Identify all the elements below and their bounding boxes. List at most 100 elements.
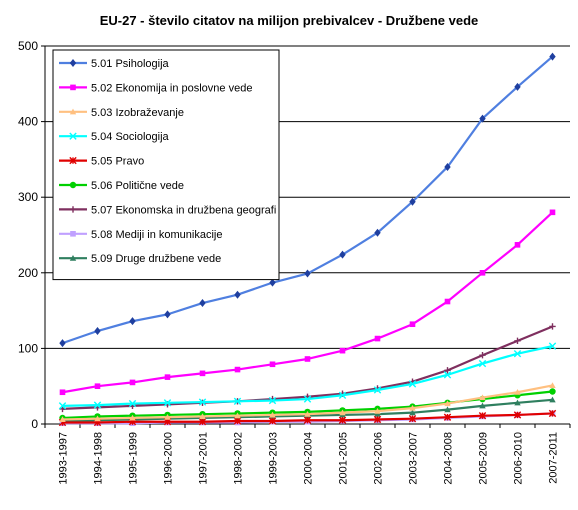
data-point <box>93 401 102 409</box>
data-point <box>409 197 416 206</box>
y-tick-label: 500 <box>18 39 38 53</box>
data-point <box>548 342 557 350</box>
series-4 <box>58 342 557 410</box>
legend-entry: 5.06 Politične vede <box>59 180 184 192</box>
data-point <box>129 414 136 421</box>
data-point <box>199 413 206 419</box>
legend-label: 5.02 Ekonomija in poslovne vede <box>91 82 252 94</box>
data-point <box>444 298 451 305</box>
data-point <box>234 412 241 419</box>
legend-marker <box>69 132 77 140</box>
data-point <box>338 391 347 399</box>
data-point <box>374 335 381 342</box>
x-tick-label: 1998-2002 <box>233 432 245 485</box>
data-point <box>444 367 451 374</box>
data-point <box>163 399 172 407</box>
legend-entry: 5.03 Izobraževanje <box>59 107 184 119</box>
data-point <box>409 321 416 328</box>
data-point <box>129 379 136 386</box>
series-5 <box>58 409 557 427</box>
data-point <box>304 410 311 417</box>
legend-label: 5.01 Psihologija <box>91 58 170 70</box>
data-point <box>513 411 522 419</box>
data-point <box>549 209 556 216</box>
data-point <box>409 409 416 416</box>
x-tick-label: 2007-2011 <box>548 432 560 484</box>
x-tick-label: 2001-2005 <box>338 432 350 485</box>
data-point <box>94 383 101 389</box>
data-point <box>514 82 521 91</box>
legend-label: 5.08 Mediji in komunikacije <box>91 229 222 241</box>
x-tick-label: 2000-2004 <box>303 432 315 485</box>
x-tick-label: 1996-2000 <box>163 432 175 485</box>
x-tick-label: 1993-1997 <box>58 432 70 485</box>
data-point <box>338 416 347 424</box>
data-point <box>269 278 276 287</box>
data-point <box>373 386 382 394</box>
data-point <box>198 418 207 426</box>
data-point <box>233 397 242 406</box>
data-point <box>549 388 556 395</box>
data-point <box>549 52 556 61</box>
data-point <box>199 370 206 377</box>
data-point <box>409 404 416 411</box>
legend-marker <box>69 255 77 261</box>
data-point <box>374 228 381 237</box>
data-point <box>269 411 276 418</box>
x-tick-label: 2003-2007 <box>408 432 420 485</box>
data-point <box>549 323 556 330</box>
y-tick-label: 100 <box>18 341 38 355</box>
data-point <box>514 399 521 406</box>
legend-entry: 5.09 Druge družbene vede <box>59 253 221 265</box>
data-point <box>408 380 417 388</box>
data-point <box>303 395 312 403</box>
data-point <box>513 349 522 358</box>
data-point <box>198 398 207 406</box>
x-tick-label: 2005-2009 <box>478 432 490 485</box>
data-point <box>549 396 556 403</box>
data-point <box>443 413 452 421</box>
legend-label: 5.09 Druge družbene vede <box>91 253 221 265</box>
data-point <box>548 409 557 418</box>
x-tick-label: 1997-2001 <box>198 432 210 485</box>
y-tick-label: 0 <box>31 417 38 431</box>
series-1 <box>59 52 556 348</box>
data-point <box>233 417 242 425</box>
data-point <box>443 371 452 379</box>
data-point <box>444 162 451 171</box>
data-point <box>373 415 382 424</box>
data-point <box>479 402 486 409</box>
legend-entry: 5.04 Sociologija <box>59 131 170 143</box>
data-point <box>268 417 277 425</box>
data-point <box>129 317 136 326</box>
x-tick-label: 1995-1999 <box>128 432 140 485</box>
legend-box <box>52 49 280 281</box>
legend-label: 5.05 Pravo <box>91 156 144 168</box>
data-point <box>444 406 451 413</box>
data-point <box>304 269 311 278</box>
data-point <box>339 347 346 354</box>
y-tick-label: 400 <box>18 115 38 129</box>
series-3 <box>59 382 556 423</box>
legend-marker <box>69 156 77 165</box>
data-point <box>58 402 67 410</box>
data-point <box>94 415 101 422</box>
legend-entry: 5.02 Ekonomija in poslovne vede <box>59 82 252 94</box>
data-point <box>164 413 171 420</box>
x-tick-label: 2002-2006 <box>373 432 385 485</box>
data-point <box>479 352 486 359</box>
y-tick-label: 300 <box>18 190 38 204</box>
data-point <box>374 410 381 417</box>
legend-marker <box>69 181 77 189</box>
data-point <box>374 407 381 414</box>
legend-label: 5.07 Ekonomska in družbena geografi <box>91 204 276 216</box>
legend: 5.01 Psihologija 5.02 Ekonomija in poslov… <box>52 49 280 281</box>
x-tick-label: 2004-2008 <box>443 432 455 485</box>
legend-marker <box>69 108 77 115</box>
series-2 <box>59 209 556 396</box>
legend-entry: 5.07 Ekonomska in družbena geografi <box>59 204 276 216</box>
x-tick-label: 1999-2003 <box>268 432 280 485</box>
data-point <box>164 310 171 319</box>
legend-label: 5.04 Sociologija <box>91 131 170 143</box>
data-point <box>199 299 206 308</box>
